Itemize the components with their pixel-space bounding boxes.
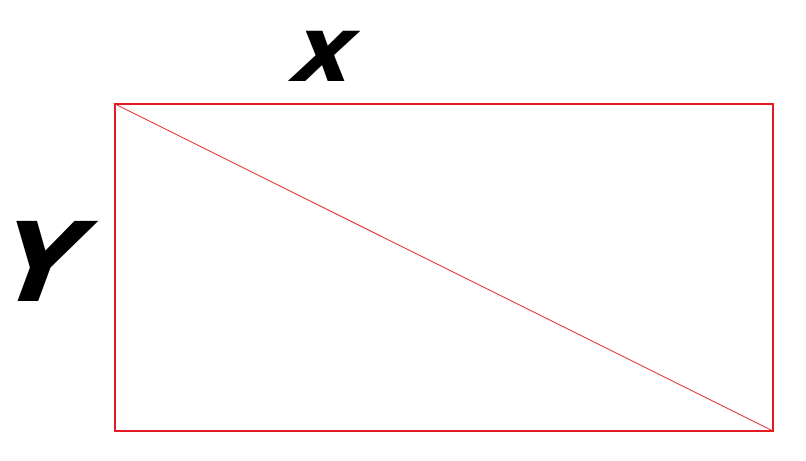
diagonal-line <box>114 103 774 432</box>
rectangle-outline <box>114 103 774 432</box>
